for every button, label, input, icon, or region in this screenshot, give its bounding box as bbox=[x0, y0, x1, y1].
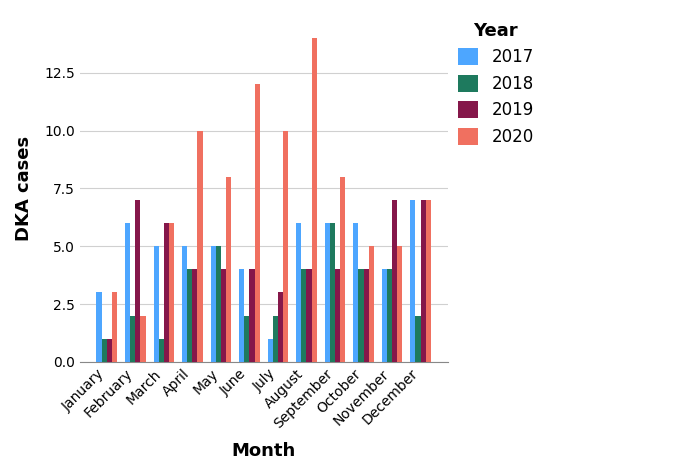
Bar bbox=[239, 269, 244, 362]
Bar bbox=[153, 246, 159, 362]
Bar bbox=[382, 269, 387, 362]
Bar bbox=[125, 223, 130, 362]
Bar bbox=[273, 315, 278, 362]
Bar bbox=[410, 200, 416, 362]
Bar bbox=[112, 293, 117, 362]
Bar bbox=[392, 200, 397, 362]
Bar bbox=[330, 223, 335, 362]
Bar bbox=[340, 177, 346, 362]
Bar bbox=[335, 269, 340, 362]
Bar bbox=[107, 339, 112, 362]
Bar bbox=[278, 293, 283, 362]
Bar bbox=[169, 223, 174, 362]
Bar bbox=[312, 38, 316, 362]
Bar bbox=[249, 269, 255, 362]
Bar bbox=[164, 223, 169, 362]
Bar bbox=[255, 85, 259, 362]
Bar bbox=[141, 315, 145, 362]
X-axis label: Month: Month bbox=[232, 442, 296, 460]
Bar bbox=[192, 269, 198, 362]
Bar bbox=[306, 269, 312, 362]
Bar bbox=[244, 315, 249, 362]
Bar bbox=[182, 246, 187, 362]
Y-axis label: DKA cases: DKA cases bbox=[15, 136, 33, 241]
Bar bbox=[353, 223, 359, 362]
Legend: 2017, 2018, 2019, 2020: 2017, 2018, 2019, 2020 bbox=[452, 15, 540, 152]
Bar bbox=[296, 223, 301, 362]
Bar bbox=[426, 200, 431, 362]
Bar bbox=[187, 269, 192, 362]
Bar bbox=[210, 246, 216, 362]
Bar bbox=[397, 246, 403, 362]
Bar bbox=[268, 339, 273, 362]
Bar bbox=[387, 269, 392, 362]
Bar bbox=[135, 200, 141, 362]
Bar bbox=[283, 131, 288, 362]
Bar bbox=[102, 339, 107, 362]
Bar bbox=[416, 315, 420, 362]
Bar bbox=[130, 315, 135, 362]
Bar bbox=[420, 200, 426, 362]
Bar bbox=[221, 269, 226, 362]
Bar bbox=[301, 269, 306, 362]
Bar bbox=[96, 293, 102, 362]
Bar bbox=[226, 177, 231, 362]
Bar bbox=[198, 131, 202, 362]
Bar bbox=[369, 246, 374, 362]
Bar bbox=[325, 223, 330, 362]
Bar bbox=[363, 269, 369, 362]
Bar bbox=[159, 339, 164, 362]
Bar bbox=[359, 269, 363, 362]
Bar bbox=[216, 246, 221, 362]
